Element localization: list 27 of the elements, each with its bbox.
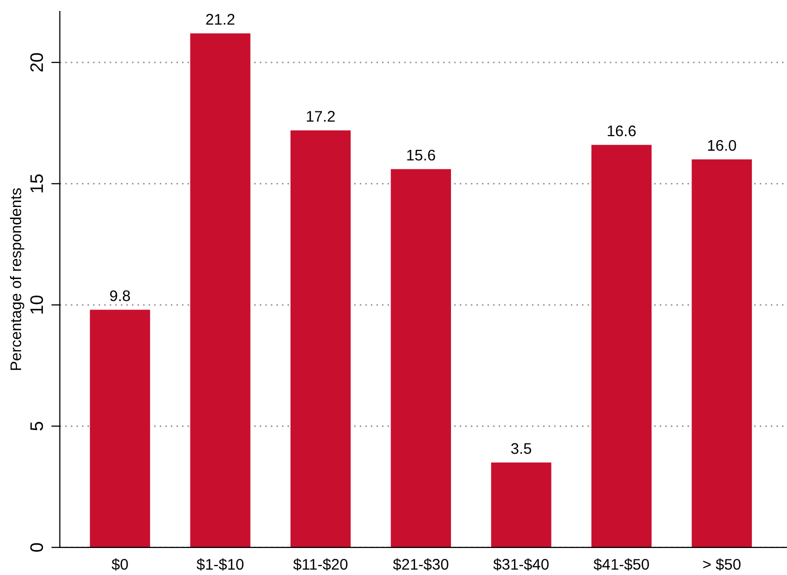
bar xyxy=(90,310,150,548)
data-label: 16.6 xyxy=(608,125,636,136)
data-label: 3.5 xyxy=(511,443,532,454)
data-label: 17.2 xyxy=(306,110,335,122)
bar xyxy=(692,159,752,548)
data-label: 15.6 xyxy=(407,150,436,161)
x-tick-label: > $50 xyxy=(703,558,741,571)
bar xyxy=(190,33,250,548)
bar xyxy=(491,462,552,548)
x-tick-label: $0 xyxy=(112,558,128,571)
x-tick-label: $31-$40 xyxy=(493,558,549,571)
x-tick-label: $41-$50 xyxy=(594,558,649,571)
bar xyxy=(591,144,652,548)
y-tick-label: 20 xyxy=(30,53,44,72)
x-tick-label: $11-$20 xyxy=(293,558,348,571)
data-label: 16.0 xyxy=(708,140,736,151)
x-tick-label: $21-$30 xyxy=(393,558,448,571)
y-tick-label: 0 xyxy=(30,543,44,552)
data-label: 9.8 xyxy=(110,290,130,302)
y-tick-label: 10 xyxy=(30,296,44,314)
y-tick-label: 5 xyxy=(30,422,44,430)
y-tick-label: 15 xyxy=(30,174,44,192)
data-label: 21.2 xyxy=(206,14,234,25)
y-axis-title: Percentage of respondents xyxy=(10,188,24,370)
bar xyxy=(390,169,451,548)
bar xyxy=(290,130,351,548)
x-tick-label: $1-$10 xyxy=(196,558,244,571)
